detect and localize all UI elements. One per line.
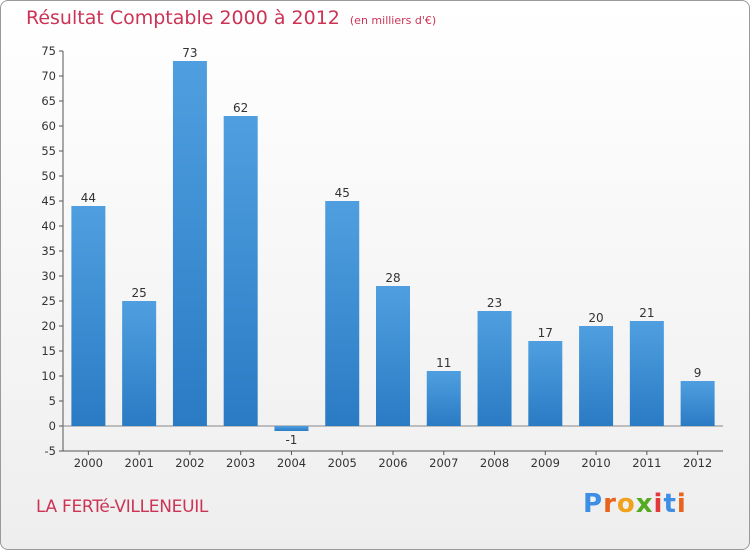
value-label-2006: 28 (385, 271, 400, 285)
chart-title: Résultat Comptable 2000 à 2012 (en millie… (26, 7, 437, 29)
bar-2008 (477, 311, 512, 426)
value-label-2009: 17 (538, 326, 553, 340)
bar-2000 (71, 206, 106, 426)
y-tick-label: 0 (49, 419, 56, 433)
logo-letter: i (653, 489, 664, 519)
logo-letter: t (663, 489, 677, 519)
bar-2003 (223, 116, 258, 426)
value-label-2012: 9 (694, 366, 702, 380)
x-tick-label-2002: 2002 (175, 456, 204, 470)
y-tick-label: 25 (41, 294, 56, 308)
y-tick-label: 5 (49, 394, 56, 408)
y-tick-label: 50 (41, 169, 56, 183)
y-tick-label: -5 (45, 444, 56, 458)
logo-letter: r (603, 489, 617, 519)
proxiti-logo: Proxiti (583, 489, 687, 519)
bar-2007 (426, 371, 461, 426)
bar-2002 (172, 61, 207, 426)
value-label-2008: 23 (487, 296, 502, 310)
value-label-2001: 25 (132, 286, 147, 300)
x-tick-label-2011: 2011 (632, 456, 661, 470)
x-tick-label-2012: 2012 (683, 456, 712, 470)
value-label-2007: 11 (436, 356, 451, 370)
y-tick-label: 60 (41, 119, 56, 133)
y-tick-label: 35 (41, 244, 56, 258)
x-tick-label-2001: 2001 (125, 456, 154, 470)
y-tick-label: 10 (41, 369, 56, 383)
bar-2005 (325, 201, 360, 426)
bar-2012 (680, 381, 715, 426)
logo-letter: P (583, 489, 604, 519)
y-tick-label: 40 (41, 219, 56, 233)
bar-2004 (274, 426, 309, 431)
logo-letter: o (616, 489, 636, 519)
y-tick-label: 15 (41, 344, 56, 358)
x-tick-label-2006: 2006 (378, 456, 407, 470)
x-tick-label-2010: 2010 (581, 456, 610, 470)
y-tick-label: 75 (41, 44, 56, 58)
logo-letter: x (635, 489, 654, 519)
value-label-2005: 45 (335, 186, 350, 200)
value-label-2000: 44 (81, 191, 96, 205)
x-tick-label-2009: 2009 (531, 456, 560, 470)
chart-subtitle: (en milliers d'€) (349, 14, 437, 27)
bar-2001 (122, 301, 157, 426)
y-tick-label: 55 (41, 144, 56, 158)
x-tick-label-2007: 2007 (429, 456, 458, 470)
bar-2006 (376, 286, 410, 426)
bar-2011 (629, 321, 664, 426)
place-name: LA FERTé-VILLENEUIL (36, 497, 209, 517)
value-label-2002: 73 (182, 46, 197, 60)
value-label-2010: 20 (588, 311, 603, 325)
y-tick-label: 45 (41, 194, 56, 208)
logo-letter: i (676, 489, 687, 519)
bar-2010 (579, 326, 614, 426)
y-tick-label: 65 (41, 94, 56, 108)
bar-2009 (528, 341, 563, 426)
value-label-2004: -1 (285, 433, 297, 447)
x-tick-label-2000: 2000 (74, 456, 103, 470)
x-tick-label-2005: 2005 (328, 456, 357, 470)
value-label-2003: 62 (233, 101, 248, 115)
x-tick-label-2003: 2003 (226, 456, 255, 470)
value-label-2011: 21 (639, 306, 654, 320)
x-tick-label-2008: 2008 (480, 456, 509, 470)
y-tick-label: 20 (41, 319, 56, 333)
x-tick-label-2004: 2004 (277, 456, 306, 470)
y-tick-label: 70 (41, 69, 56, 83)
y-tick-label: 30 (41, 269, 56, 283)
